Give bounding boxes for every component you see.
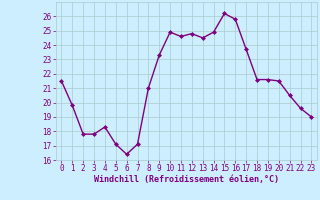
X-axis label: Windchill (Refroidissement éolien,°C): Windchill (Refroidissement éolien,°C)	[94, 175, 279, 184]
